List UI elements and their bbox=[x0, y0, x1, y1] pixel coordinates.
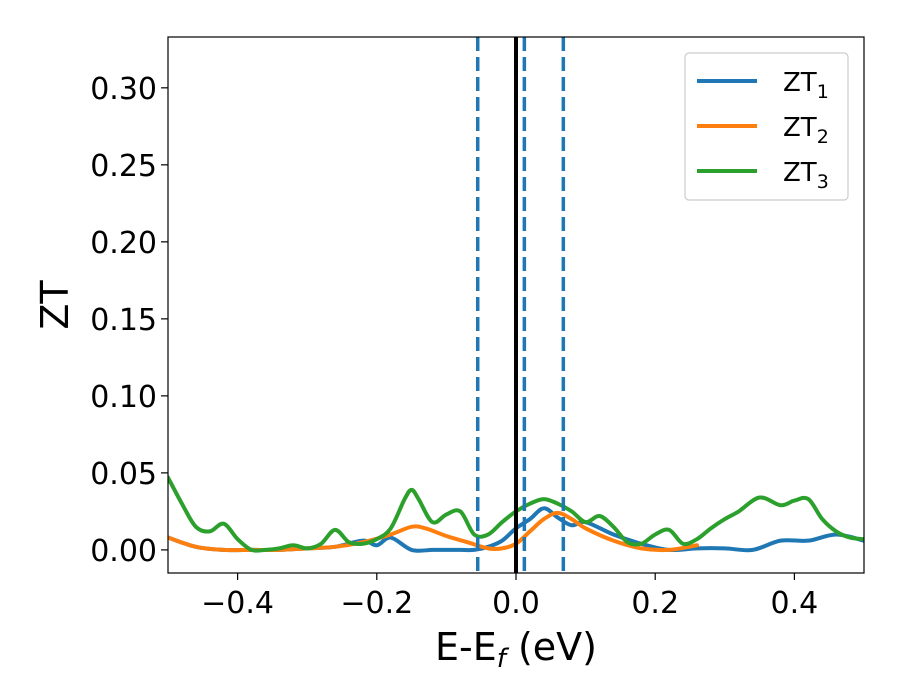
legend-label-zt1: ZT1 bbox=[783, 68, 829, 103]
x-axis-title-main: E-E bbox=[435, 625, 497, 669]
y-tick-label: 0.15 bbox=[90, 303, 157, 338]
y-tick-label: 0.05 bbox=[90, 457, 157, 492]
x-axis-title: E-Ef (eV) bbox=[435, 625, 597, 674]
y-axis: 0.00 0.05 0.10 0.15 0.20 0.25 0.30 bbox=[90, 72, 168, 569]
legend-label-zt2: ZT2 bbox=[783, 113, 829, 148]
x-tick-label: −0.4 bbox=[201, 586, 274, 621]
x-axis-title-unit bbox=[506, 625, 518, 669]
x-axis: −0.4 −0.2 0.0 0.2 0.4 bbox=[201, 573, 818, 621]
reference-lines bbox=[475, 37, 566, 573]
series-line-zt3 bbox=[168, 475, 864, 553]
y-tick-label: 0.20 bbox=[90, 226, 157, 261]
x-tick-label: −0.2 bbox=[340, 586, 413, 621]
y-tick-label: 0.25 bbox=[90, 149, 157, 184]
x-tick-label: 0.4 bbox=[771, 586, 819, 621]
y-tick-label: 0.30 bbox=[90, 72, 157, 107]
legend-label-zt3: ZT3 bbox=[783, 158, 829, 193]
y-tick-label: 0.10 bbox=[90, 380, 157, 415]
legend: ZT1 ZT2 ZT3 bbox=[684, 52, 849, 201]
legend-box bbox=[684, 52, 849, 201]
y-tick-label: 0.00 bbox=[90, 534, 157, 569]
series-lines bbox=[168, 475, 864, 553]
x-axis-title-unit-text: (eV) bbox=[518, 625, 597, 669]
x-tick-label: 0.2 bbox=[631, 586, 679, 621]
x-tick-label: 0.0 bbox=[492, 586, 540, 621]
y-axis-title: ZT bbox=[33, 280, 77, 330]
